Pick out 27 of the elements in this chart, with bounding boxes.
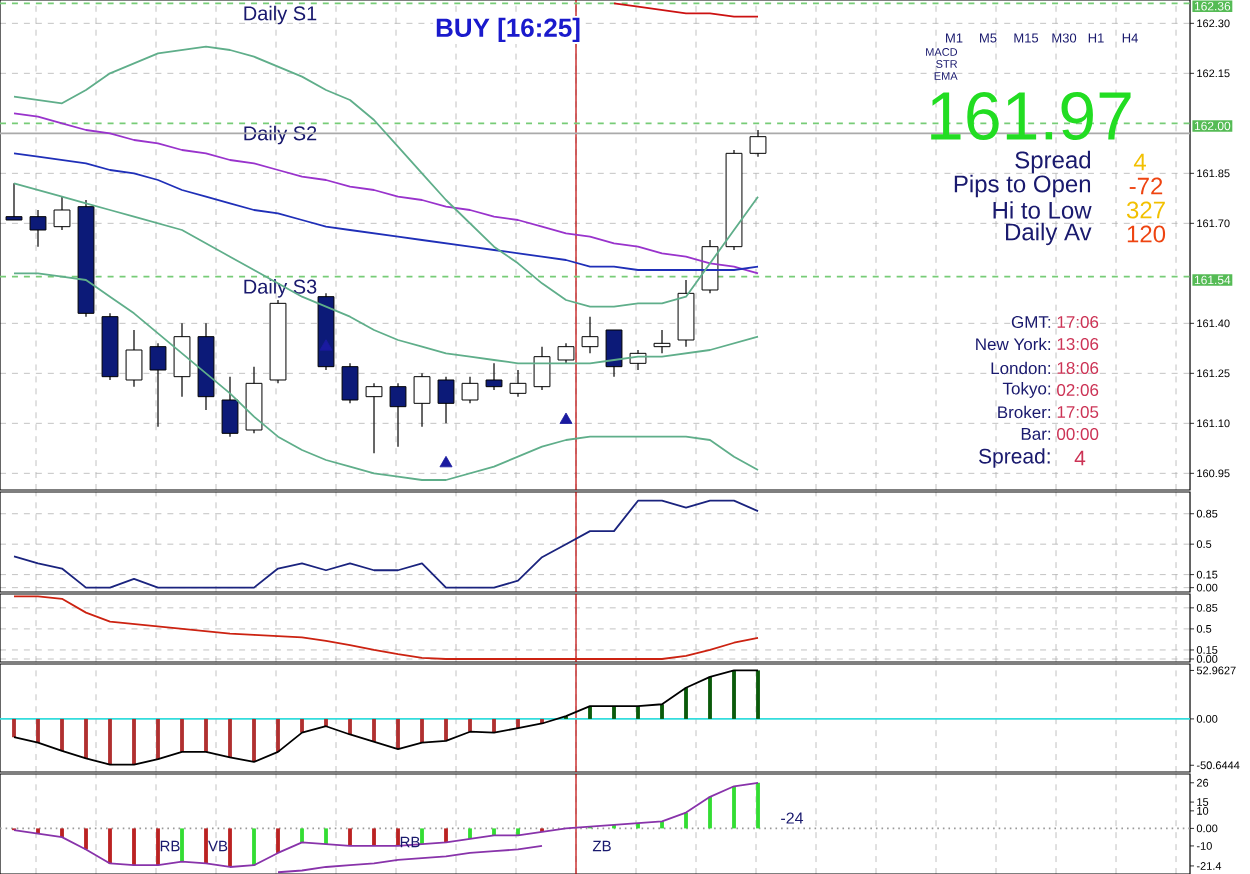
text: London: (991, 361, 1051, 375)
text: Spread: (979, 448, 1050, 468)
text: 327 (1126, 201, 1165, 219)
text: Bar: (1021, 428, 1051, 440)
text: 13:06 (1057, 337, 1099, 350)
text: Broker: (998, 405, 1051, 419)
ref-line-label: Daily S1 (244, 5, 317, 25)
text: 17:05 (1057, 405, 1099, 419)
text: -72 (1129, 177, 1163, 195)
annotation: BUY [16:25] (436, 17, 580, 43)
text: 18:06 (1057, 361, 1099, 374)
text: 161.97 (931, 91, 1131, 141)
text: Tokyo: (1002, 382, 1051, 398)
text: Hi to Low (993, 201, 1092, 219)
ref-line-label: Daily S3 (244, 279, 317, 298)
text: -24 (781, 812, 804, 824)
text: GMT: (1011, 315, 1051, 329)
text: 120 (1127, 225, 1166, 243)
text: Daily Av (1006, 222, 1092, 246)
text: Spread (1015, 150, 1091, 174)
text: New York: (976, 337, 1051, 351)
text: 4 (1074, 450, 1086, 466)
text: 00:00 (1057, 427, 1099, 440)
text: 4 (1133, 153, 1146, 171)
text: Pips to Open (954, 174, 1091, 198)
text: 02:06 (1057, 383, 1099, 396)
text: 17:06 (1057, 315, 1099, 329)
